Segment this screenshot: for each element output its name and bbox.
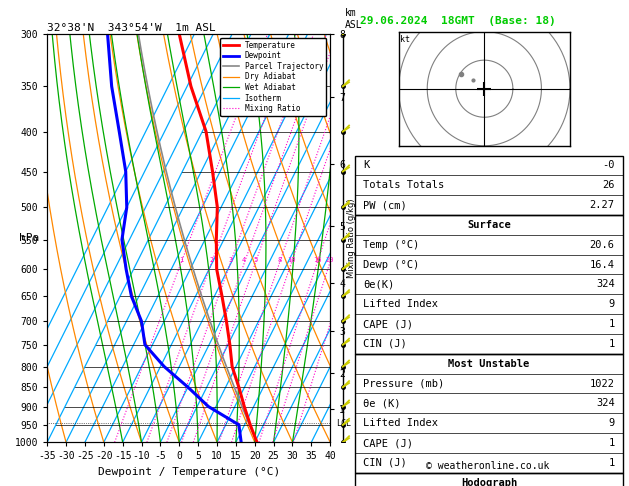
Text: 1: 1 [608, 438, 615, 448]
Text: Mixing Ratio (g/kg): Mixing Ratio (g/kg) [347, 198, 356, 278]
Text: 8: 8 [277, 258, 281, 263]
Text: 4: 4 [242, 258, 246, 263]
Text: 5: 5 [253, 258, 257, 263]
Text: 324: 324 [596, 279, 615, 289]
Text: CIN (J): CIN (J) [364, 458, 407, 468]
Text: 29.06.2024  18GMT  (Base: 18): 29.06.2024 18GMT (Base: 18) [360, 16, 555, 26]
Text: 16: 16 [313, 258, 321, 263]
Text: 32°38'N  343°54'W  1m ASL: 32°38'N 343°54'W 1m ASL [47, 23, 216, 33]
Text: 1: 1 [608, 458, 615, 468]
Text: 1: 1 [608, 339, 615, 349]
Text: PW (cm): PW (cm) [364, 200, 407, 210]
Text: K: K [364, 160, 370, 171]
Text: 1: 1 [179, 258, 183, 263]
Text: 20.6: 20.6 [590, 240, 615, 250]
Text: 9: 9 [608, 299, 615, 309]
Text: 16.4: 16.4 [590, 260, 615, 270]
Text: Lifted Index: Lifted Index [364, 418, 438, 428]
Text: kt: kt [401, 35, 410, 44]
Text: Lifted Index: Lifted Index [364, 299, 438, 309]
Text: CIN (J): CIN (J) [364, 339, 407, 349]
Text: 2.27: 2.27 [590, 200, 615, 210]
Text: 20: 20 [325, 258, 334, 263]
Text: 1: 1 [608, 319, 615, 329]
Legend: Temperature, Dewpoint, Parcel Trajectory, Dry Adiabat, Wet Adiabat, Isotherm, Mi: Temperature, Dewpoint, Parcel Trajectory… [220, 38, 326, 116]
Text: 26: 26 [602, 180, 615, 190]
Text: Dewp (°C): Dewp (°C) [364, 260, 420, 270]
Text: Temp (°C): Temp (°C) [364, 240, 420, 250]
Text: θe(K): θe(K) [364, 279, 394, 289]
Text: Pressure (mb): Pressure (mb) [364, 379, 445, 388]
Text: 1022: 1022 [590, 379, 615, 388]
Text: CAPE (J): CAPE (J) [364, 438, 413, 448]
Text: θe (K): θe (K) [364, 399, 401, 408]
Text: Surface: Surface [467, 220, 511, 230]
Text: © weatheronline.co.uk: © weatheronline.co.uk [426, 461, 549, 471]
Text: km
ASL: km ASL [345, 8, 362, 30]
Text: hPa: hPa [19, 233, 39, 243]
Text: 10: 10 [287, 258, 296, 263]
Text: CAPE (J): CAPE (J) [364, 319, 413, 329]
Text: Hodograph: Hodograph [461, 478, 517, 486]
Text: 2: 2 [209, 258, 213, 263]
X-axis label: Dewpoint / Temperature (°C): Dewpoint / Temperature (°C) [97, 467, 280, 477]
Text: LCL: LCL [336, 418, 351, 428]
Text: 9: 9 [608, 418, 615, 428]
Text: Totals Totals: Totals Totals [364, 180, 445, 190]
Text: Most Unstable: Most Unstable [448, 359, 530, 369]
Text: 324: 324 [596, 399, 615, 408]
Text: 3: 3 [228, 258, 232, 263]
Text: -0: -0 [602, 160, 615, 171]
